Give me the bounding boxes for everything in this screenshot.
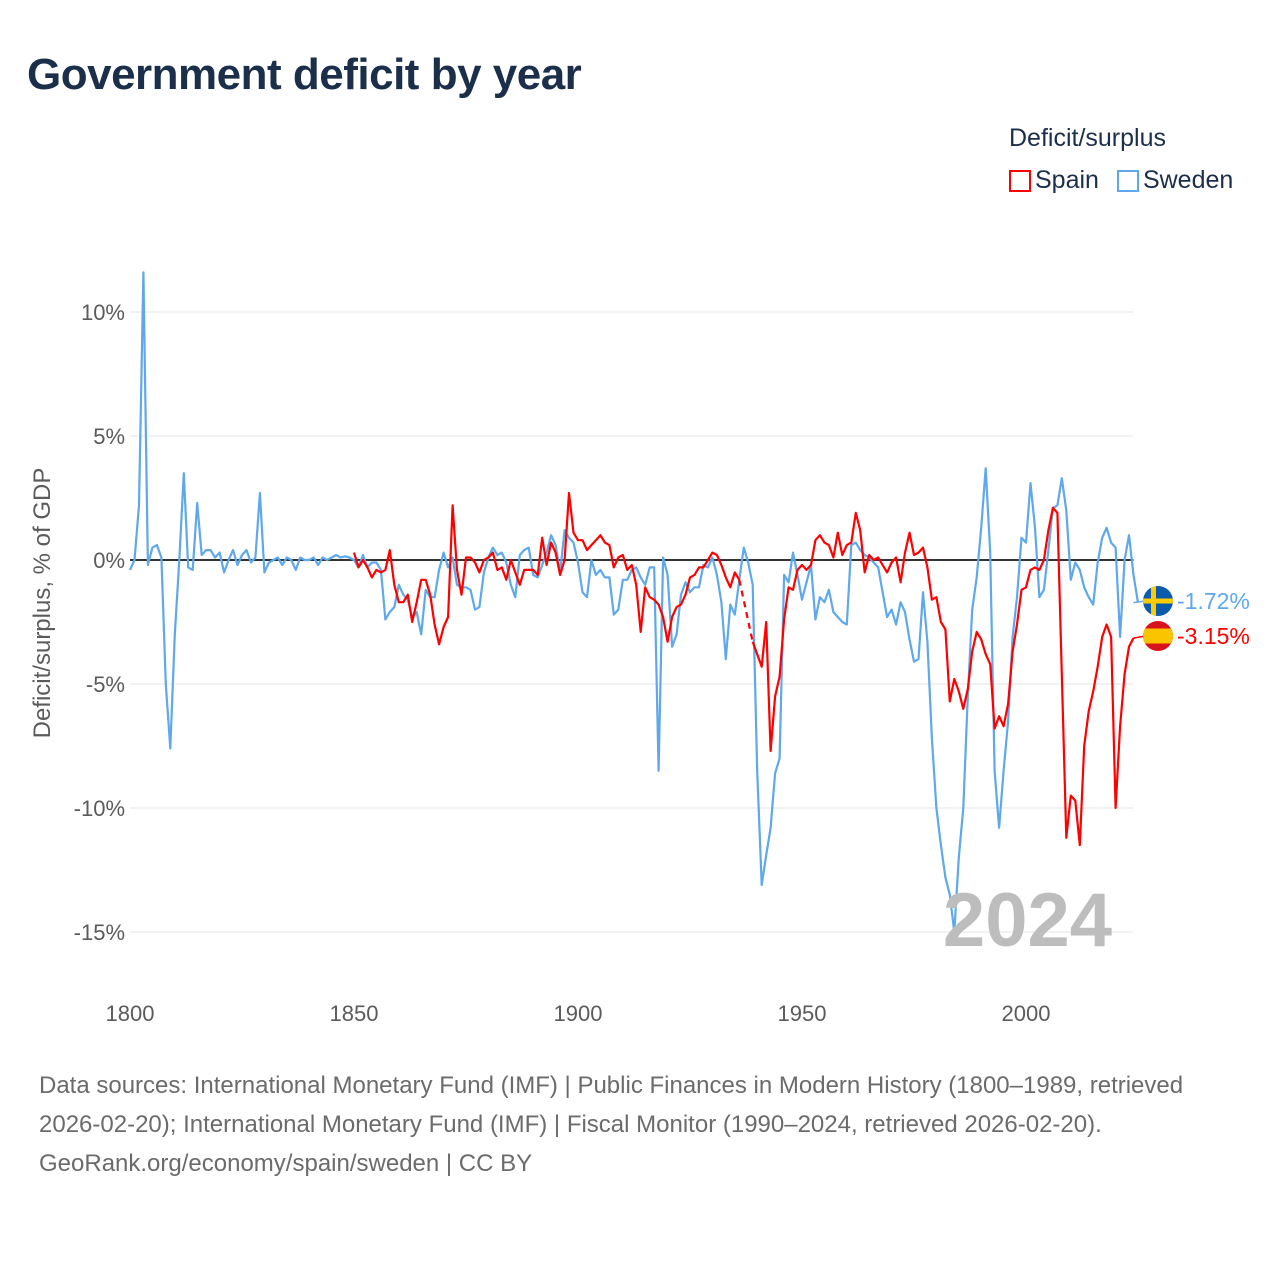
legend-item-sweden[interactable]: Sweden bbox=[1116, 166, 1234, 195]
y-tick-label: 0% bbox=[93, 548, 125, 573]
chart-title: Government deficit by year bbox=[27, 50, 582, 99]
y-tick-label: -10% bbox=[74, 796, 125, 821]
legend-item-spain[interactable]: Spain bbox=[1009, 166, 1099, 195]
y-tick-label: -5% bbox=[86, 672, 125, 697]
flag-cross bbox=[1143, 598, 1173, 604]
legend-label-sweden: Sweden bbox=[1142, 166, 1234, 194]
end-value-label-spain: -3.15% bbox=[1177, 623, 1250, 649]
legend: Spain Sweden bbox=[1009, 166, 1233, 195]
footer: Data sources: International Monetary Fun… bbox=[39, 1066, 1239, 1183]
sweden-flag-icon bbox=[1143, 586, 1173, 616]
y-tick-label: 5% bbox=[93, 424, 125, 449]
x-tick-label: 1850 bbox=[330, 1001, 379, 1026]
series-gap-spain bbox=[738, 579, 754, 643]
series-line-spain bbox=[352, 491, 741, 646]
data-sources: Data sources: International Monetary Fun… bbox=[39, 1072, 1184, 1138]
y-tick-label: -15% bbox=[74, 920, 125, 945]
y-tick-label: 10% bbox=[81, 300, 125, 325]
legend-swatch-sweden bbox=[1116, 169, 1139, 192]
legend-title: Deficit/surplus bbox=[1009, 124, 1166, 152]
legend-label-spain: Spain bbox=[1035, 166, 1099, 194]
end-value-label-sweden: -1.72% bbox=[1177, 588, 1250, 614]
x-tick-label: 1900 bbox=[554, 1001, 603, 1026]
legend-swatch-spain bbox=[1009, 169, 1031, 192]
series-line-spain bbox=[751, 506, 1135, 847]
x-tick-label: 1800 bbox=[106, 1001, 155, 1026]
series-line-sweden bbox=[128, 271, 1140, 934]
x-tick-label: 2000 bbox=[1002, 1001, 1051, 1026]
y-axis-title: Deficit/surplus, % of GDP bbox=[29, 468, 56, 739]
spain-flag-icon bbox=[1143, 621, 1173, 651]
attribution-link[interactable]: GeoRank.org/economy/spain/sweden | CC BY bbox=[39, 1150, 533, 1177]
flag-stripe bbox=[1143, 628, 1173, 644]
current-year-watermark: 2024 bbox=[943, 878, 1112, 963]
x-tick-label: 1950 bbox=[778, 1001, 827, 1026]
